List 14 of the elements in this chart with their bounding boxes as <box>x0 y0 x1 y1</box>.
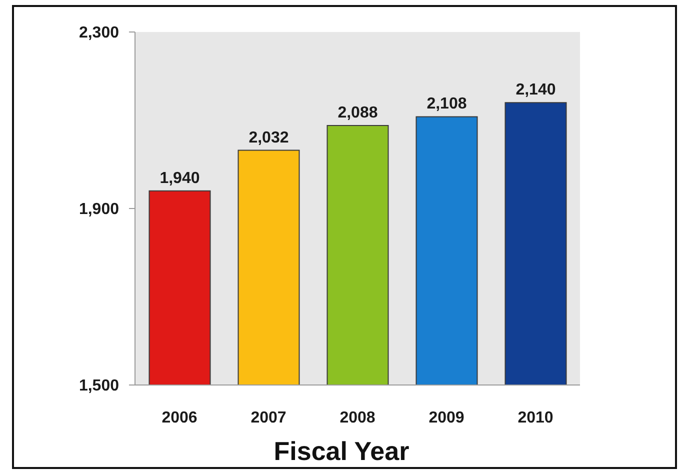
x-tick-label: 2006 <box>162 409 198 426</box>
y-tick-label: 1,500 <box>78 378 120 395</box>
data-label: 1,940 <box>160 170 200 187</box>
data-label: 2,140 <box>516 82 556 99</box>
x-axis-title: Fiscal Year <box>274 436 410 466</box>
y-tick-label: 2,300 <box>78 24 120 42</box>
x-tick-label: 2009 <box>428 409 464 426</box>
y-tick-label: 1,900 <box>78 201 120 218</box>
data-label: 2,088 <box>338 104 378 122</box>
x-tick-label: 2008 <box>340 409 376 426</box>
data-label: 2,032 <box>248 129 289 146</box>
x-tick-label: 2007 <box>250 409 286 426</box>
data-label: 2,108 <box>426 96 467 113</box>
x-tick-label: 2010 <box>518 409 554 426</box>
